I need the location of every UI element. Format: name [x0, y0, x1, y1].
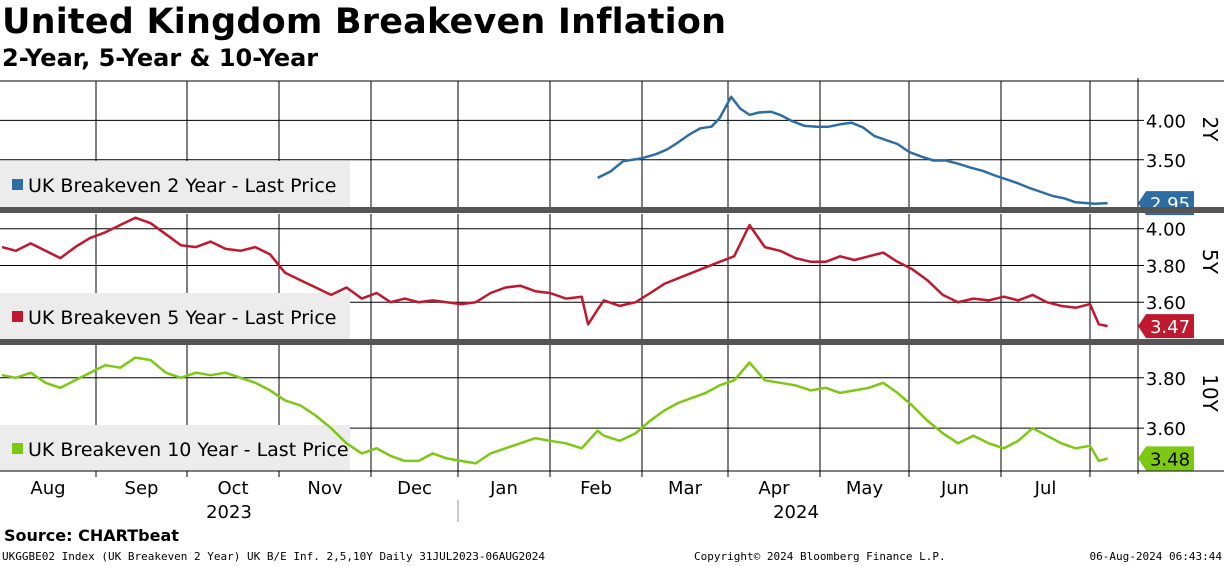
series-line-5y: [1, 216, 1108, 328]
legend-label: UK Breakeven 5 Year - Last Price: [28, 307, 336, 329]
x-tick-label: Mar: [668, 478, 703, 499]
x-tick-label: Aug: [30, 478, 65, 499]
panel-separator: [0, 207, 1224, 213]
x-tick-label: Dec: [397, 478, 432, 499]
last-price-tag-bg: [1138, 314, 1194, 339]
x-tick-label: Jul: [1034, 478, 1057, 499]
legend-box: [0, 161, 350, 207]
x-tick-label: Apr: [758, 478, 790, 499]
x-tick-label: Nov: [307, 478, 342, 499]
series-line-10y: [1, 356, 1108, 465]
y-tick-label: 4.00: [1146, 111, 1186, 132]
footer-copyright: Copyright© 2024 Bloomberg Finance L.P.: [694, 550, 946, 563]
panel-separator: [0, 339, 1224, 345]
panel-axis-label: 5Y: [1198, 249, 1222, 275]
last-price-tag: 3.48: [1138, 446, 1194, 471]
last-price-value: 3.47: [1150, 317, 1190, 338]
footer-timestamp: 06-Aug-2024 06:43:44: [1089, 550, 1222, 563]
y-tick-label: 3.60: [1146, 293, 1186, 314]
y-tick-label: 4.00: [1146, 220, 1186, 241]
legend-swatch: [12, 179, 23, 190]
y-tick-label: 3.80: [1146, 256, 1186, 277]
x-tick-label: Jun: [940, 478, 969, 499]
legend-box: [0, 293, 350, 339]
last-price-value: 3.48: [1150, 449, 1190, 470]
footer-index-info: UKGGBE02 Index (UK Breakeven 2 Year) UK …: [2, 550, 546, 563]
x-tick-label: May: [846, 478, 884, 499]
panel-axis-label: 10Y: [1198, 374, 1222, 412]
legend-swatch: [12, 311, 23, 322]
last-price-tag: 3.47: [1138, 314, 1194, 339]
y-tick-label: 3.50: [1146, 151, 1186, 172]
legend-box: [0, 425, 350, 471]
year-label: 2023: [206, 502, 252, 523]
panel-2y: 4.00 3.50 2Y UK Breakeven 2 Year - Last Pri…: [0, 78, 1222, 216]
x-tick-label: Jan: [489, 478, 518, 499]
source-note: Source: CHARTbeat: [4, 526, 179, 545]
y-tick-label: 3.80: [1146, 369, 1186, 390]
panel-5y: 4.00 3.80 3.60 5Y UK Breakeven 5 Year - Last…: [0, 211, 1222, 342]
chart-subtitle: 2-Year, 5-Year & 10-Year: [2, 44, 319, 72]
x-tick-label: Feb: [580, 478, 612, 499]
legend-swatch: [12, 443, 23, 454]
legend-label: UK Breakeven 2 Year - Last Price: [28, 175, 336, 197]
year-label: 2024: [773, 502, 819, 523]
chart-title: United Kingdom Breakeven Inflation: [2, 2, 727, 42]
panel-10y: 3.80 3.60 10Y UK Breakeven 10 Year - Last P…: [0, 342, 1222, 474]
last-price-tag-bg: [1138, 446, 1194, 471]
x-tick-label: Oct: [217, 478, 248, 499]
y-tick-label: 3.60: [1146, 419, 1186, 440]
series-line-2y: [597, 95, 1108, 206]
x-tick-label: Sep: [125, 478, 159, 499]
panel-axis-label: 2Y: [1198, 117, 1222, 143]
legend-label: UK Breakeven 10 Year - Last Price: [28, 439, 349, 461]
